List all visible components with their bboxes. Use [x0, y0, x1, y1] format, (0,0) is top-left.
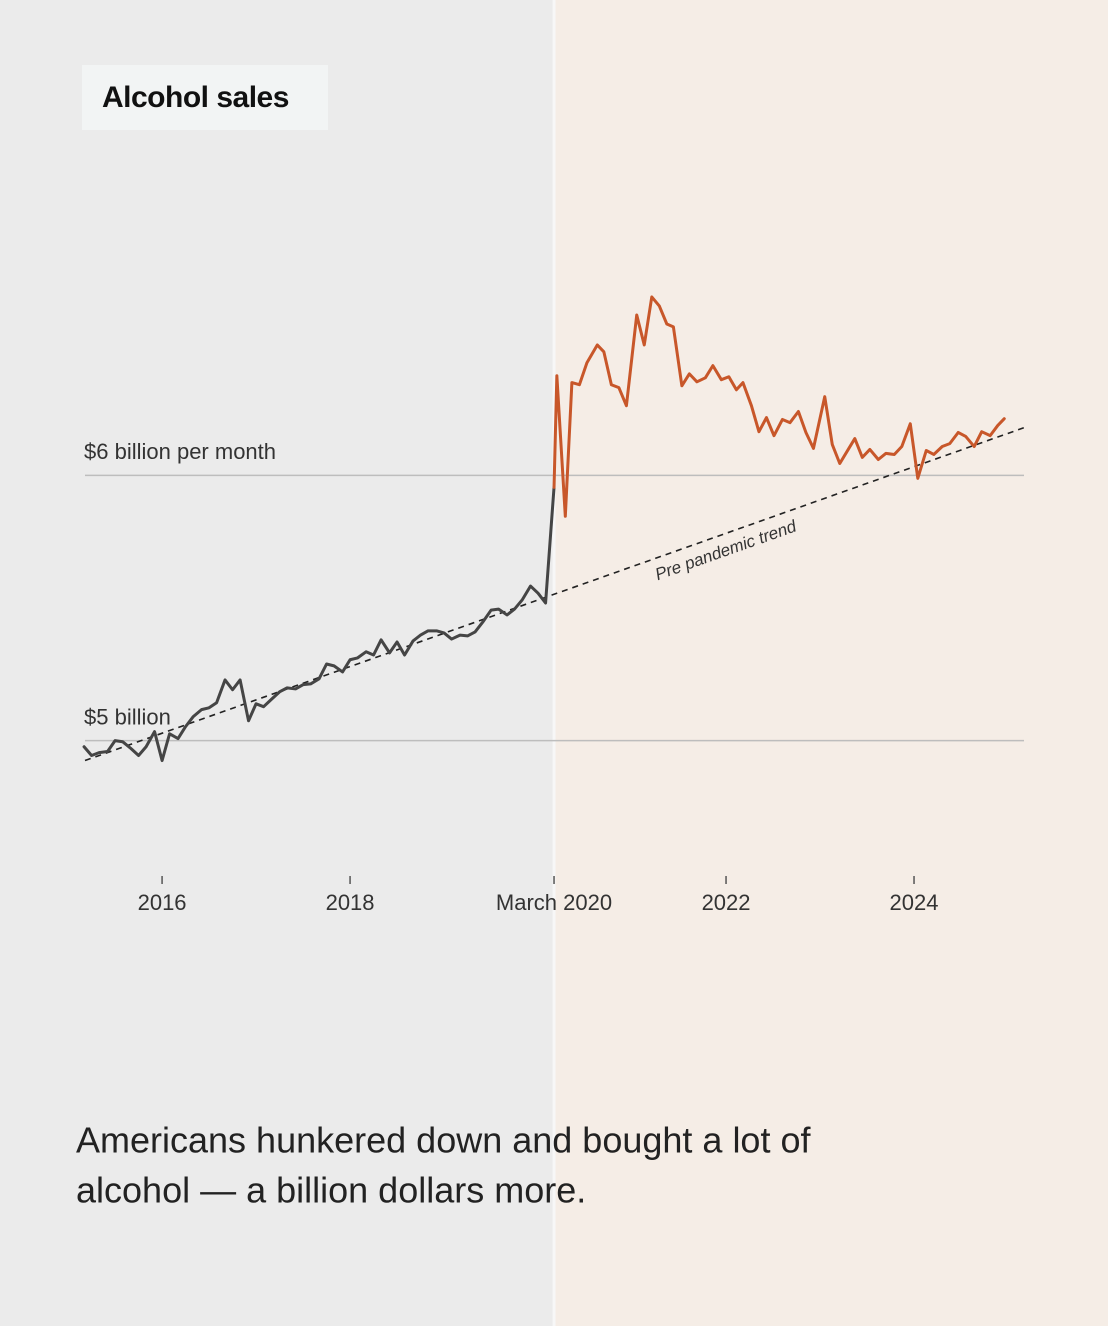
caption: alcohol — a billion dollars more.: [76, 1170, 586, 1211]
x-tick-label: 2022: [702, 890, 751, 915]
x-tick-label: 2018: [326, 890, 375, 915]
data-line: [82, 485, 556, 763]
trend-line: [84, 426, 1025, 762]
x-tick-label: 2016: [138, 890, 187, 915]
y-tick-label: $5 billion: [84, 704, 171, 729]
x-tick-label: 2024: [890, 890, 939, 915]
title-box: [82, 65, 328, 130]
caption: Americans hunkered down and bought a lot…: [76, 1120, 811, 1161]
x-tick-label: March 2020: [496, 890, 612, 915]
pandemic-shade: [555, 0, 1108, 1326]
data-line: [552, 295, 1006, 518]
chart-title: Alcohol sales: [102, 81, 289, 114]
y-tick-label: $6 billion per month: [84, 439, 276, 464]
